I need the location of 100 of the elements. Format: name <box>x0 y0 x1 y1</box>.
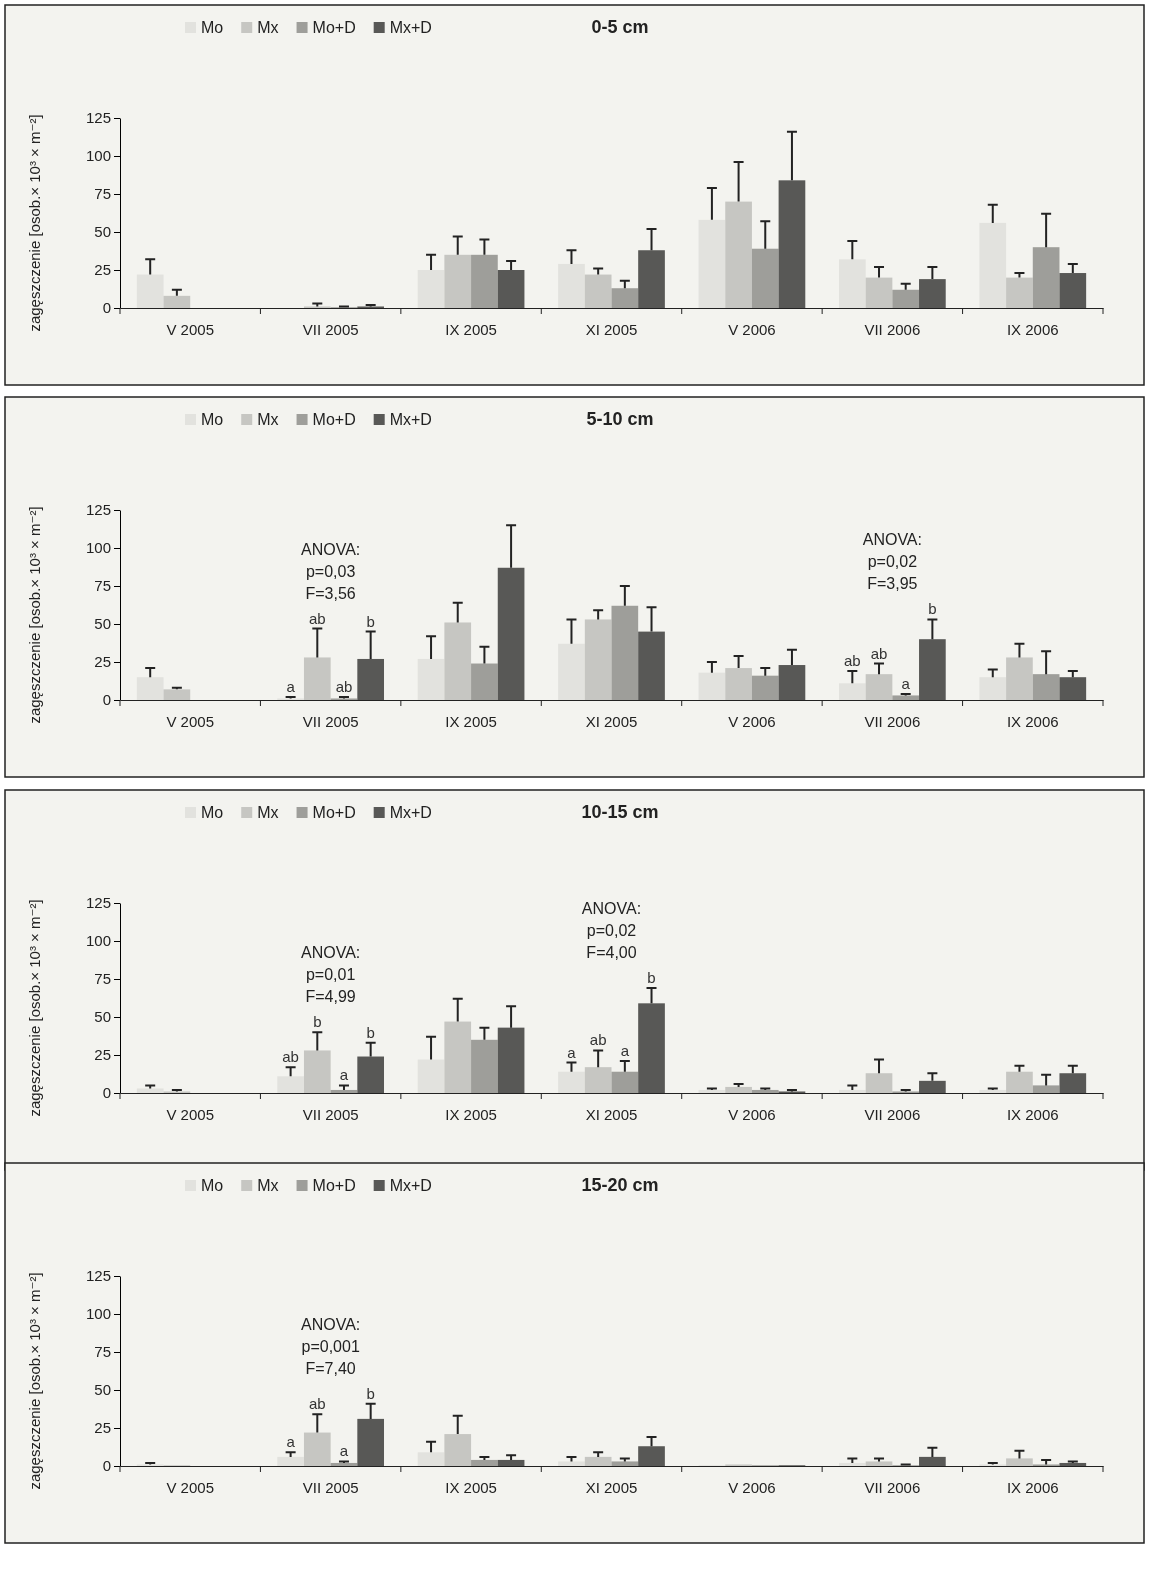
annotation: ANOVA: p=0,02 F=3,95 <box>862 531 922 593</box>
data-label: a <box>339 1066 349 1084</box>
x-tick-label: VII 2005 <box>302 320 359 338</box>
x-tick-label: IX 2006 <box>1006 712 1059 730</box>
data-label: b <box>647 969 656 987</box>
data-label: a <box>567 1043 577 1061</box>
legend-label: Mo <box>201 1177 224 1194</box>
data-label: a <box>901 674 911 692</box>
data-label: a <box>620 1042 630 1060</box>
x-tick-label: V 2005 <box>166 1478 214 1496</box>
y-tick-label: 100 <box>85 932 111 950</box>
annotation: ANOVA: p=0,001 F=7,40 <box>301 1315 361 1377</box>
data-label: a <box>286 677 296 695</box>
x-tick-label: V 2005 <box>166 320 214 338</box>
y-axis-title: zagęszczenie [osob.× 10³ × m⁻²] <box>26 1272 43 1490</box>
x-tick-label: XI 2005 <box>585 1478 638 1496</box>
legend-label: Mo+D <box>312 804 356 821</box>
data-label: ab <box>870 644 888 662</box>
legend-label: Mo <box>201 19 224 36</box>
data-label: b <box>366 1023 375 1041</box>
x-tick-label: IX 2005 <box>445 1478 497 1496</box>
x-tick-label: XI 2005 <box>585 712 638 730</box>
x-tick-label: IX 2006 <box>1006 1105 1059 1123</box>
y-tick-label: 75 <box>94 1343 111 1361</box>
y-tick-label: 75 <box>94 185 111 203</box>
x-tick-label: IX 2006 <box>1006 1478 1059 1496</box>
data-label: b <box>928 600 937 618</box>
annotation: ANOVA: p=0,01 F=4,99 <box>301 944 361 1006</box>
y-tick-label: 25 <box>94 1419 111 1437</box>
x-tick-label: XI 2005 <box>585 1105 638 1123</box>
y-axis-title: zagęszczenie [osob.× 10³ × m⁻²] <box>26 899 43 1117</box>
legend-label: Mx <box>257 411 279 428</box>
y-tick-label: 0 <box>102 299 111 317</box>
annotation: ANOVA: p=0,02 F=4,00 <box>581 900 642 962</box>
legend-label: Mx <box>257 19 279 36</box>
y-tick-label: 50 <box>94 615 111 633</box>
chart-title: 10-15 cm <box>581 802 659 822</box>
y-tick-label: 50 <box>94 1381 111 1399</box>
data-label: ab <box>308 1395 326 1413</box>
y-tick-label: 125 <box>85 894 111 912</box>
y-tick-label: 50 <box>94 223 111 241</box>
y-axis-title: zagęszczenie [osob.× 10³ × m⁻²] <box>26 114 43 332</box>
legend-label: Mo+D <box>312 411 356 428</box>
y-tick-label: 75 <box>94 970 111 988</box>
data-label: ab <box>282 1048 299 1066</box>
x-tick-label: V 2005 <box>166 1105 214 1123</box>
y-tick-label: 25 <box>94 1046 111 1064</box>
legend-label: Mx+D <box>389 1177 432 1194</box>
chart-title: 15-20 cm <box>581 1175 659 1195</box>
y-tick-label: 125 <box>85 1267 111 1285</box>
x-tick-label: VII 2006 <box>864 1105 921 1123</box>
y-tick-label: 25 <box>94 653 111 671</box>
x-tick-label: IX 2006 <box>1006 320 1059 338</box>
y-tick-label: 75 <box>94 577 111 595</box>
chart-title: 0-5 cm <box>591 17 649 37</box>
legend-label: Mx+D <box>389 804 432 821</box>
y-tick-label: 125 <box>85 501 111 519</box>
legend-label: Mx+D <box>389 19 432 36</box>
y-tick-label: 125 <box>85 109 111 127</box>
legend-label: Mo <box>201 411 224 428</box>
legend-label: Mo <box>201 804 224 821</box>
x-tick-label: IX 2005 <box>445 1105 497 1123</box>
y-tick-label: 0 <box>102 1084 111 1102</box>
y-tick-label: 100 <box>85 147 111 165</box>
y-tick-label: 50 <box>94 1008 111 1026</box>
x-tick-label: VII 2005 <box>302 1478 359 1496</box>
legend-label: Mo+D <box>312 1177 356 1194</box>
y-axis-title: zagęszczenie [osob.× 10³ × m⁻²] <box>26 506 43 724</box>
x-tick-label: IX 2005 <box>445 320 497 338</box>
x-tick-label: V 2006 <box>728 1105 776 1123</box>
data-label: ab <box>308 609 326 627</box>
y-tick-label: 0 <box>102 691 111 709</box>
data-label: a <box>286 1433 296 1451</box>
legend-label: Mx <box>257 804 279 821</box>
x-tick-label: V 2006 <box>728 712 776 730</box>
data-label: b <box>366 612 375 630</box>
data-label: b <box>366 1384 375 1402</box>
legend-label: Mx <box>257 1177 279 1194</box>
x-tick-label: VII 2006 <box>864 1478 921 1496</box>
x-tick-label: V 2006 <box>728 1478 776 1496</box>
annotation: ANOVA: p=0,03 F=3,56 <box>301 540 361 602</box>
x-tick-label: V 2006 <box>728 320 776 338</box>
x-tick-label: VII 2006 <box>864 712 921 730</box>
legend-label: Mo+D <box>312 19 356 36</box>
x-tick-label: VII 2005 <box>302 1105 359 1123</box>
x-tick-label: IX 2005 <box>445 712 497 730</box>
x-tick-label: XI 2005 <box>585 320 638 338</box>
data-label: b <box>313 1013 322 1031</box>
x-tick-label: VII 2006 <box>864 320 921 338</box>
y-tick-label: 100 <box>85 539 111 557</box>
legend-label: Mx+D <box>389 411 432 428</box>
data-label: ab <box>589 1031 607 1049</box>
y-tick-label: 100 <box>85 1305 111 1323</box>
chart-title: 5-10 cm <box>586 409 654 429</box>
data-label: ab <box>843 652 861 670</box>
data-label: a <box>339 1442 349 1460</box>
data-label: ab <box>335 677 353 695</box>
x-tick-label: VII 2005 <box>302 712 359 730</box>
y-tick-label: 25 <box>94 261 111 279</box>
y-tick-label: 0 <box>102 1457 111 1475</box>
